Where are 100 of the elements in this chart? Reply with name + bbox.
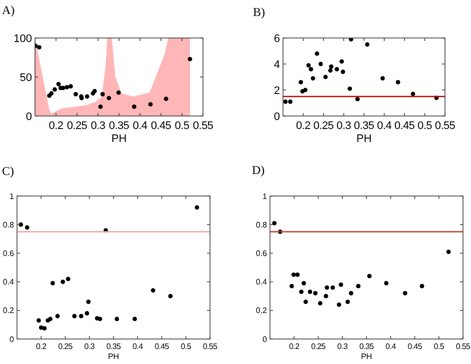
chart-title: A) (2, 3, 15, 17)
chart-title: C) (2, 164, 14, 178)
y-tick-label: 0 (262, 334, 268, 344)
point (298, 80, 304, 84)
point (367, 274, 372, 278)
point (336, 302, 342, 307)
chart-title: B) (253, 5, 266, 19)
x-tick-label: 0.55 (202, 342, 218, 351)
point (330, 285, 335, 290)
point (84, 94, 90, 99)
point (42, 326, 47, 330)
point (288, 100, 292, 104)
point (410, 92, 416, 96)
x-tick-label: 0.55 (192, 120, 214, 132)
point (74, 92, 78, 96)
point (328, 68, 333, 73)
point (48, 316, 52, 322)
point (24, 225, 30, 230)
y-tick-label: 2 (274, 84, 280, 97)
point (299, 290, 304, 294)
point (356, 284, 360, 288)
point (150, 288, 156, 293)
y-tick-label: 0.6 (256, 249, 268, 258)
point (303, 88, 308, 92)
point (98, 104, 103, 109)
point (380, 76, 385, 80)
x-tick-label: 0.35 (106, 342, 122, 351)
x-tick-label: 0.25 (66, 120, 88, 132)
point (384, 281, 388, 286)
x-tick-label: 0.55 (456, 342, 471, 351)
point (314, 51, 320, 56)
x-tick-label: 0.5 (434, 342, 445, 351)
point (49, 91, 54, 96)
y-tick-label: 0.4 (2, 278, 15, 287)
x-tick-label: 0.3 (337, 342, 348, 351)
point (306, 63, 311, 68)
point (348, 291, 354, 296)
y-tick-label: 0.2 (256, 306, 268, 316)
point (114, 316, 120, 322)
point (334, 67, 340, 72)
x-tick-label: 0.5 (174, 120, 190, 132)
point (304, 300, 308, 304)
point (84, 311, 90, 316)
point (324, 294, 328, 298)
chart-title: D) (252, 163, 265, 177)
point (295, 272, 300, 277)
point (68, 84, 73, 89)
x-tick-label: 0.2 (289, 342, 300, 351)
x-axis-title: PH (111, 133, 127, 145)
x-tick-label: 0.5 (418, 120, 432, 132)
x-tick-label: 0.35 (359, 342, 375, 351)
point (188, 56, 192, 62)
y-tick-label: 6 (274, 32, 280, 45)
point (194, 205, 200, 210)
x-tick-label: 0.3 (84, 342, 96, 351)
point (52, 87, 57, 92)
point (148, 102, 153, 106)
point (66, 276, 70, 282)
y-tick-label: 0.4 (256, 278, 268, 287)
y-tick-label: 0 (274, 110, 280, 123)
point (355, 96, 360, 102)
point (318, 62, 323, 66)
point (310, 76, 316, 80)
point (132, 104, 136, 109)
x-tick-label: 0.35 (108, 120, 130, 132)
point (272, 220, 277, 226)
x-tick-label: 0.25 (58, 342, 74, 351)
x-tick-label: 0.35 (354, 120, 374, 132)
x-tick-label: 0.45 (150, 120, 172, 132)
y-tick-label: 0 (10, 334, 15, 344)
point (86, 300, 91, 304)
point (36, 318, 41, 323)
point (168, 294, 173, 298)
x-tick-label: 0.45 (154, 342, 170, 351)
point (348, 86, 352, 91)
point (324, 285, 330, 290)
point (446, 250, 451, 254)
x-tick-label: 0.25 (311, 342, 326, 351)
point (328, 64, 334, 69)
point (396, 80, 400, 84)
point (340, 59, 344, 64)
y-tick-label: 0.6 (2, 249, 15, 258)
point (402, 291, 408, 296)
x-tick-label: 0.55 (434, 120, 456, 132)
point (323, 74, 328, 80)
point (345, 300, 350, 304)
point (92, 88, 97, 94)
x-tick-label: 0.2 (296, 120, 311, 132)
point (116, 90, 121, 95)
y-tick-label: 4 (274, 58, 280, 71)
point (302, 281, 306, 286)
x-tick-label: 0.45 (394, 120, 415, 132)
x-tick-label: 0.4 (132, 342, 144, 351)
x-tick-label: 0.3 (336, 120, 352, 132)
point (283, 100, 288, 104)
point (60, 280, 66, 284)
y-tick-label: 0.8 (2, 220, 15, 230)
x-tick-label: 0.25 (313, 120, 334, 132)
point (420, 284, 424, 288)
y-tick-label: 50 (20, 72, 32, 84)
